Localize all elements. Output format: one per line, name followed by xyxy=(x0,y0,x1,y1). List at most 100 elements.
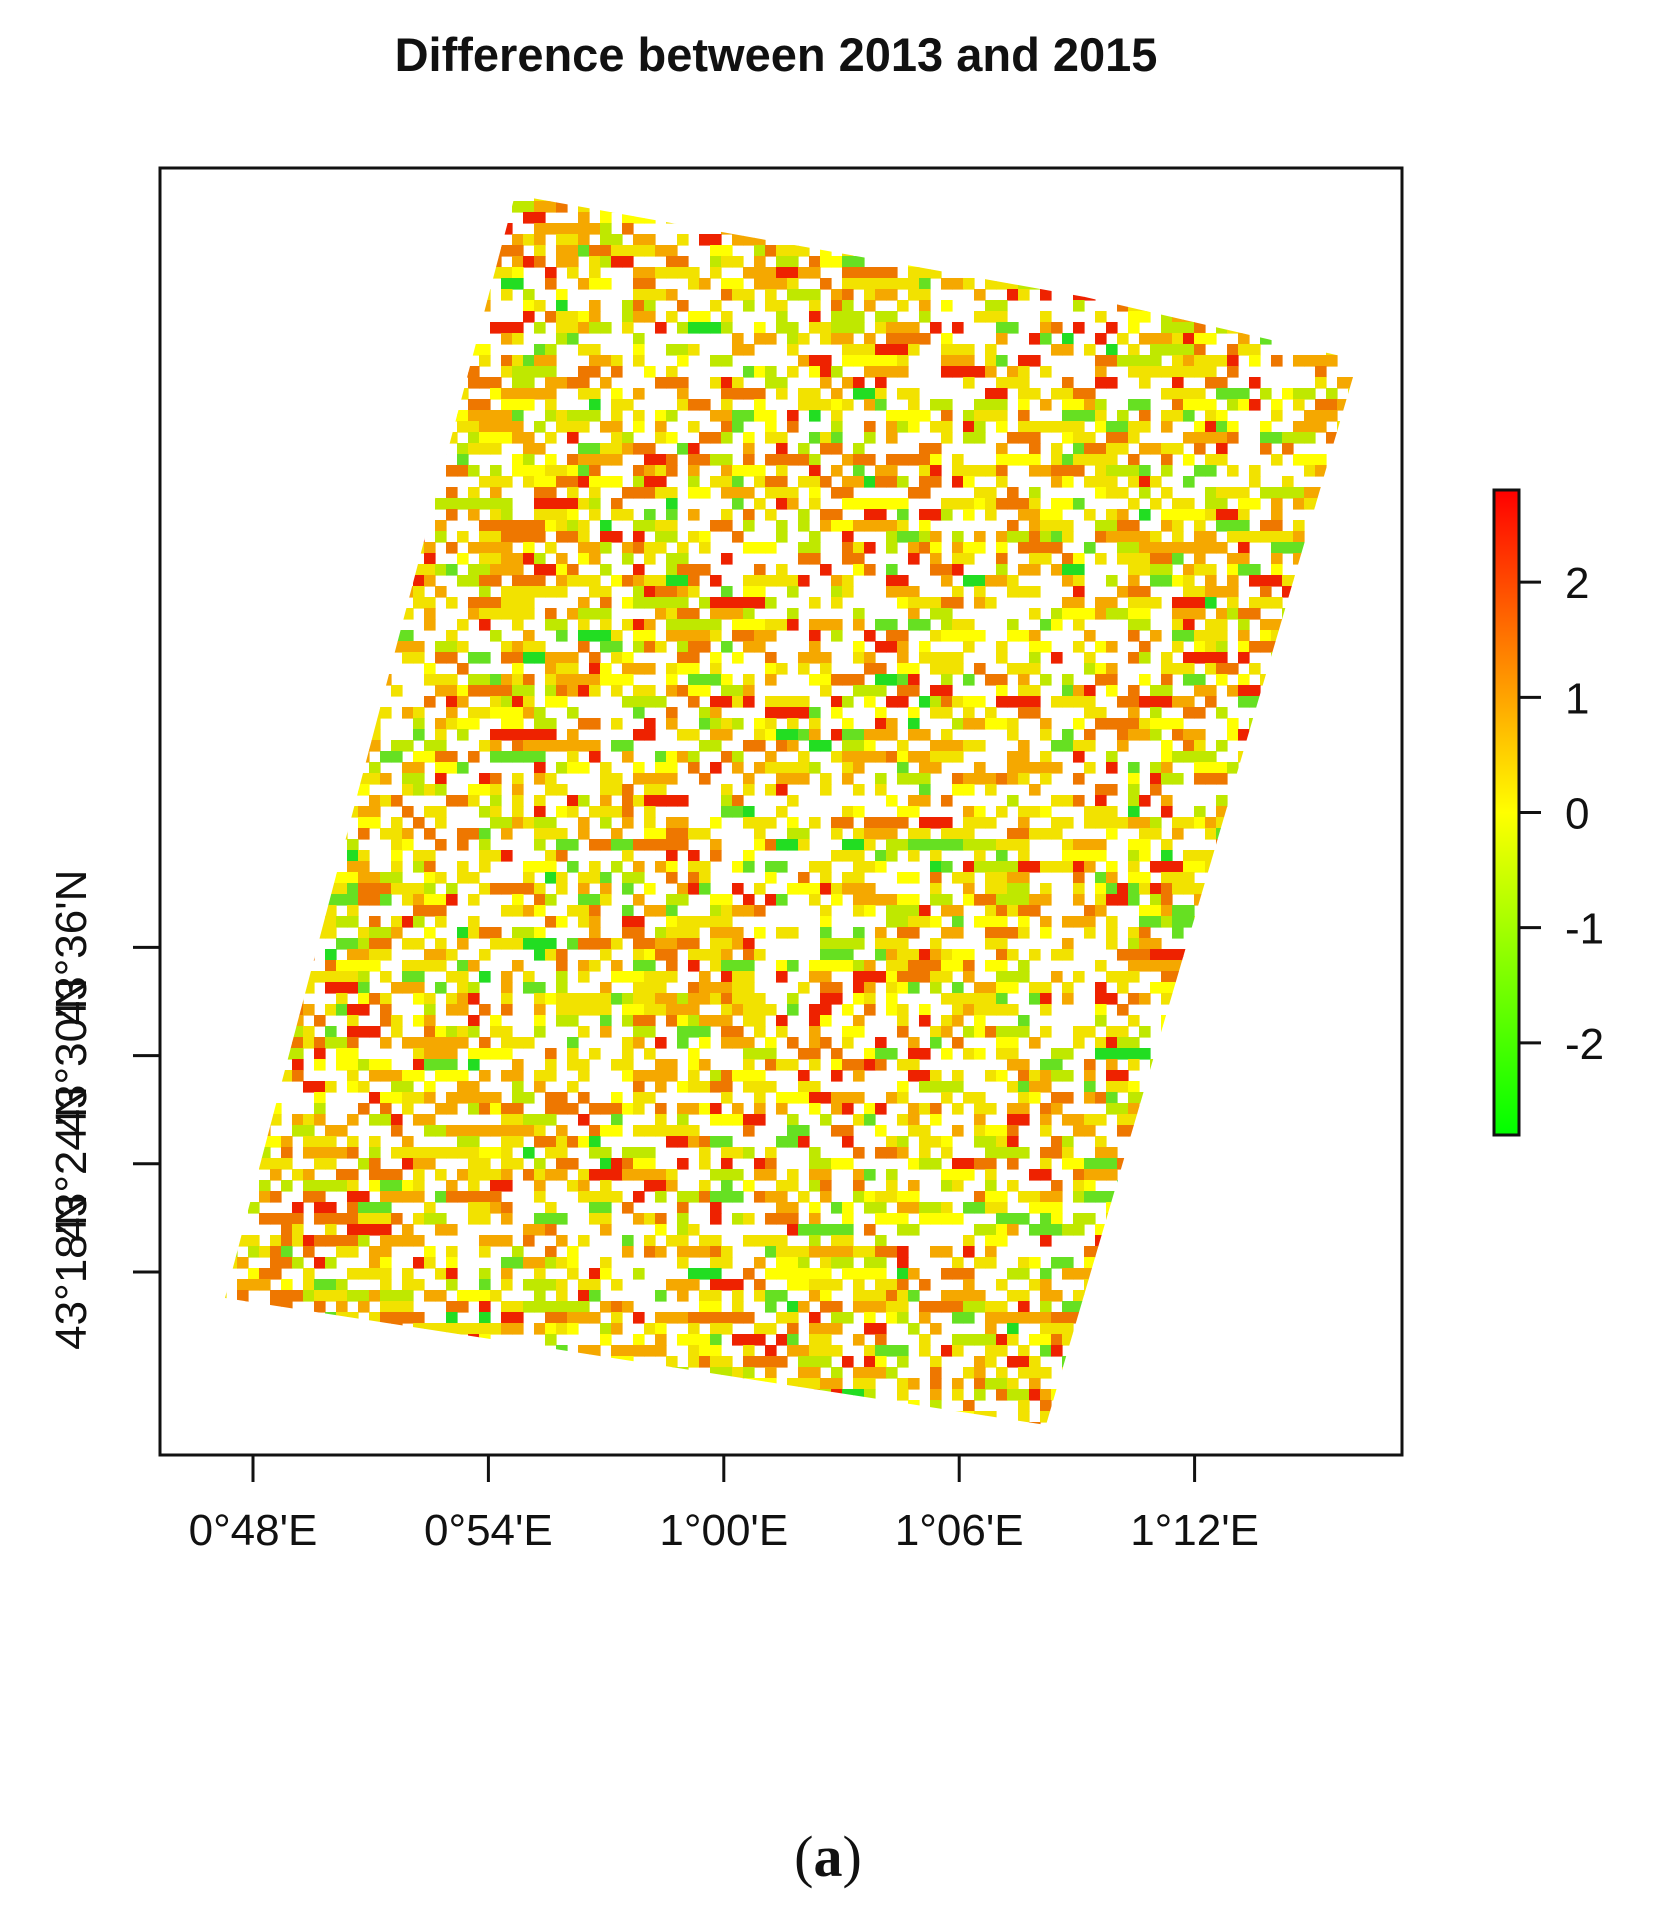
raster-pixel xyxy=(182,355,194,367)
raster-pixel xyxy=(435,916,447,928)
raster-pixel xyxy=(1084,608,1096,620)
raster-pixel xyxy=(1216,806,1228,818)
raster-pixel xyxy=(204,454,216,466)
raster-pixel xyxy=(578,212,590,224)
raster-pixel xyxy=(1381,718,1393,730)
raster-pixel xyxy=(1106,520,1118,532)
raster-pixel xyxy=(314,311,326,323)
raster-pixel xyxy=(1370,344,1382,356)
raster-pixel xyxy=(1271,498,1283,510)
raster-pixel xyxy=(1260,256,1272,268)
raster-pixel xyxy=(225,564,227,576)
raster-pixel xyxy=(182,641,194,653)
raster-pixel xyxy=(1260,531,1272,543)
raster-pixel xyxy=(1337,729,1349,741)
raster-pixel xyxy=(743,696,755,708)
raster-pixel xyxy=(1326,355,1338,367)
raster-pixel xyxy=(1106,597,1118,609)
raster-pixel xyxy=(468,916,480,928)
raster-pixel xyxy=(193,432,205,444)
raster-pixel xyxy=(303,828,315,840)
raster-pixel xyxy=(699,872,711,884)
raster-pixel xyxy=(479,619,491,631)
raster-pixel xyxy=(1150,960,1162,972)
raster-pixel xyxy=(1304,355,1316,367)
raster-pixel xyxy=(1172,608,1184,620)
raster-pixel xyxy=(193,718,205,730)
raster-pixel xyxy=(1194,608,1206,620)
raster-pixel xyxy=(281,960,293,972)
raster-pixel xyxy=(259,916,271,928)
raster-pixel xyxy=(688,476,700,488)
raster-pixel xyxy=(919,201,931,213)
raster-pixel xyxy=(930,630,942,642)
raster-pixel xyxy=(358,1004,370,1016)
raster-pixel xyxy=(567,839,579,851)
raster-pixel xyxy=(798,289,810,301)
raster-pixel xyxy=(468,234,480,246)
raster-pixel xyxy=(545,432,557,444)
raster-pixel xyxy=(270,916,282,928)
raster-pixel xyxy=(193,212,205,224)
raster-pixel xyxy=(1227,685,1239,697)
raster-pixel xyxy=(1337,927,1349,939)
raster-pixel xyxy=(732,410,744,422)
raster-pixel xyxy=(556,696,568,708)
raster-pixel xyxy=(1238,608,1250,620)
raster-pixel xyxy=(985,817,997,829)
raster-pixel xyxy=(578,201,590,213)
raster-pixel xyxy=(578,641,590,653)
raster-pixel xyxy=(1194,773,1206,785)
raster-pixel xyxy=(798,872,810,884)
raster-pixel xyxy=(556,586,568,598)
raster-pixel xyxy=(842,850,854,862)
raster-pixel xyxy=(710,927,722,939)
raster-pixel xyxy=(435,322,447,334)
raster-pixel xyxy=(589,916,601,928)
raster-pixel xyxy=(1095,993,1107,1005)
raster-pixel xyxy=(171,454,183,466)
raster-pixel xyxy=(347,806,359,818)
raster-pixel xyxy=(237,685,249,697)
raster-pixel xyxy=(787,245,799,257)
raster-pixel xyxy=(1194,586,1206,598)
raster-pixel xyxy=(292,432,304,444)
raster-pixel xyxy=(666,817,678,829)
raster-pixel xyxy=(248,784,260,796)
raster-pixel xyxy=(259,487,271,499)
raster-pixel xyxy=(1183,982,1195,994)
raster-pixel xyxy=(1304,201,1316,213)
raster-pixel xyxy=(501,179,513,191)
raster-pixel xyxy=(424,1004,436,1016)
raster-pixel xyxy=(1282,839,1294,851)
raster-pixel xyxy=(578,234,590,246)
raster-pixel xyxy=(655,861,667,873)
raster-pixel xyxy=(809,597,821,609)
raster-pixel xyxy=(182,366,194,378)
raster-pixel xyxy=(798,839,810,851)
raster-pixel xyxy=(281,366,293,378)
raster-pixel xyxy=(644,311,656,323)
raster-pixel xyxy=(479,608,491,620)
raster-pixel xyxy=(1073,179,1085,191)
raster-pixel xyxy=(600,949,612,961)
raster-pixel xyxy=(1282,542,1294,554)
raster-pixel xyxy=(1128,784,1140,796)
raster-pixel xyxy=(1051,388,1063,400)
raster-pixel xyxy=(1194,344,1206,356)
raster-pixel xyxy=(259,575,271,587)
raster-pixel xyxy=(666,993,678,1005)
raster-pixel xyxy=(534,388,546,400)
raster-pixel xyxy=(1073,773,1085,785)
raster-pixel xyxy=(1337,333,1349,345)
raster-pixel xyxy=(512,520,524,532)
raster-pixel xyxy=(974,498,986,510)
raster-pixel xyxy=(699,399,711,411)
raster-pixel xyxy=(897,894,909,906)
raster-pixel xyxy=(457,1004,469,1016)
raster-pixel xyxy=(1128,586,1140,598)
raster-pixel xyxy=(798,234,810,246)
raster-pixel xyxy=(325,894,337,906)
raster-pixel xyxy=(435,674,447,686)
raster-pixel xyxy=(1062,982,1074,994)
